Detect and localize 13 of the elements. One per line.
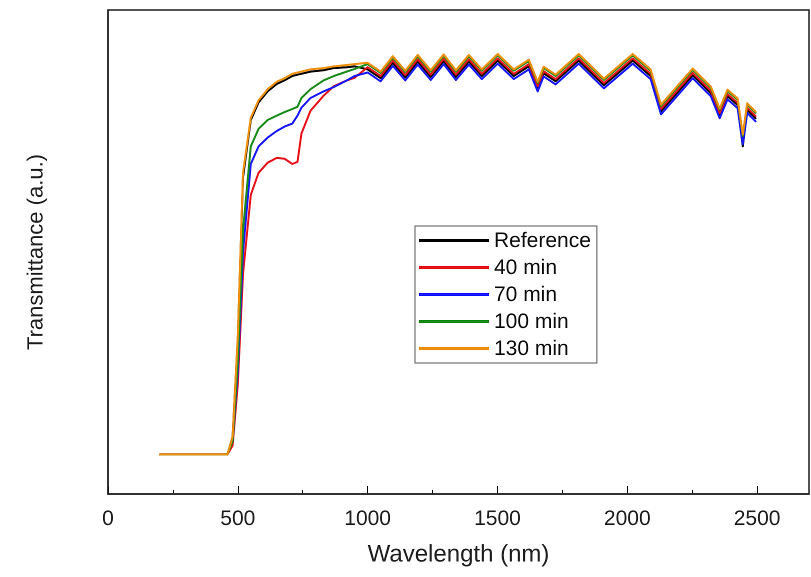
x-tick-label: 500 [220,507,256,530]
x-tick-label: 1500 [474,507,521,530]
legend-label: 100 min [494,310,569,333]
legend-label: 40 min [494,256,558,279]
x-axis-title: Wavelength (nm) [368,540,550,568]
y-axis-title: Transmittance (a.u.) [22,154,48,350]
legend-label: 70 min [494,283,558,306]
x-tick-label: 2500 [734,507,780,530]
legend-label: 130 min [494,337,569,360]
legend-label: Reference [494,229,591,252]
x-tick-label: 1000 [344,507,391,530]
x-tick-label: 0 [102,507,114,530]
x-tick-label: 2000 [604,507,651,530]
